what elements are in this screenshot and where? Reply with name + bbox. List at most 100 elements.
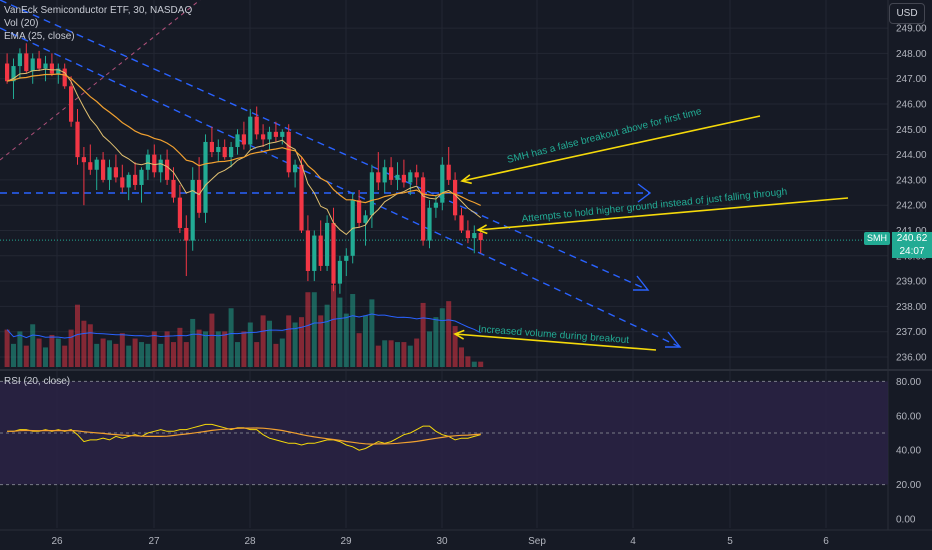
volume-bar bbox=[369, 299, 375, 367]
volume-bar bbox=[94, 343, 100, 367]
volume-bar bbox=[81, 320, 87, 367]
candle-body bbox=[401, 174, 406, 183]
volume-bar bbox=[363, 315, 368, 367]
candle-body bbox=[152, 154, 157, 173]
volume-bar bbox=[158, 343, 164, 367]
candle-body bbox=[421, 177, 426, 241]
candle-body bbox=[440, 164, 445, 203]
volume-bar bbox=[228, 308, 234, 367]
candle-body bbox=[472, 233, 477, 239]
volume-bar bbox=[113, 343, 119, 367]
candle-body bbox=[165, 159, 170, 180]
indicator-layer bbox=[6, 68, 482, 451]
ema-legend: EMA (25, close) bbox=[4, 31, 75, 42]
candle-body bbox=[357, 200, 362, 223]
rsi-axis-label: 80.00 bbox=[896, 377, 921, 388]
volume-bar bbox=[420, 302, 426, 367]
price-axis-label: 239.00 bbox=[896, 277, 927, 288]
candle-body bbox=[177, 197, 182, 228]
candle-body bbox=[75, 121, 80, 158]
volume-bar bbox=[119, 333, 125, 367]
volume-bar bbox=[324, 304, 330, 367]
candle-body bbox=[465, 230, 470, 239]
symbol-title: VanEck Semiconductor ETF, 30, NASDAQ bbox=[4, 5, 193, 16]
candle-body bbox=[267, 131, 272, 140]
volume-bar bbox=[414, 338, 420, 367]
volume-bar bbox=[433, 317, 439, 367]
candle-body bbox=[49, 63, 54, 74]
candle-body bbox=[216, 147, 221, 153]
rsi-axis-label: 20.00 bbox=[896, 480, 921, 491]
rsi-legend: RSI (20, close) bbox=[4, 376, 71, 387]
volume-bar bbox=[241, 331, 247, 367]
candle-body bbox=[5, 63, 10, 82]
volume-bar bbox=[235, 342, 240, 367]
candle-body bbox=[389, 167, 394, 180]
volume-bar bbox=[222, 331, 228, 367]
volume-bar bbox=[196, 329, 202, 367]
volume-bar bbox=[23, 345, 29, 367]
ema-line bbox=[6, 73, 481, 206]
candle-body bbox=[305, 230, 310, 271]
volume-bar bbox=[446, 301, 452, 367]
volume-bar bbox=[260, 315, 266, 367]
volume-bar bbox=[215, 331, 221, 367]
candle-body bbox=[293, 164, 298, 173]
candle-body bbox=[414, 172, 419, 178]
candle-body bbox=[126, 174, 131, 188]
candle-body bbox=[171, 179, 176, 198]
volume-bar bbox=[311, 292, 317, 367]
annotation-layer: SMH has a false breakout above for first… bbox=[453, 106, 849, 351]
currency-button[interactable]: USD bbox=[889, 3, 925, 24]
candle-body bbox=[363, 215, 368, 223]
volume-bar bbox=[49, 334, 55, 367]
candle-body bbox=[11, 66, 16, 82]
volume-bar bbox=[465, 356, 471, 367]
annotation-text: Attempts to hold higher ground instead o… bbox=[521, 187, 788, 225]
volume-bar bbox=[452, 326, 458, 367]
annotation-text: SMH has a false breakout above for first… bbox=[506, 106, 703, 166]
price-axis-label: 248.00 bbox=[896, 49, 927, 60]
trendline-arrowhead bbox=[637, 183, 652, 203]
price-axis-label: 237.00 bbox=[896, 327, 927, 338]
candle-body bbox=[120, 177, 125, 188]
volume-bar bbox=[11, 343, 16, 367]
annotation-arrow bbox=[477, 197, 849, 231]
candle-body bbox=[145, 154, 150, 170]
rsi-ma-line bbox=[7, 427, 481, 445]
candle-body bbox=[43, 63, 48, 69]
axis-layer: 236.00237.00238.00239.00240.00241.00242.… bbox=[51, 24, 927, 547]
volume-bar bbox=[126, 345, 132, 367]
volume-bar bbox=[375, 345, 381, 367]
chart-legend: VanEck Semiconductor ETF, 30, NASDAQ Vol… bbox=[4, 4, 192, 43]
time-axis-label: 5 bbox=[727, 536, 733, 547]
volume-bar bbox=[318, 315, 324, 367]
volume-bar bbox=[439, 308, 445, 367]
volume-bar bbox=[139, 342, 144, 367]
volume-bar bbox=[337, 297, 343, 367]
price-axis-label: 242.00 bbox=[896, 201, 927, 212]
candle-body bbox=[241, 134, 246, 145]
trendline-layer bbox=[0, 0, 888, 348]
price-axis-label: 249.00 bbox=[896, 24, 927, 35]
volume-bar bbox=[343, 313, 349, 367]
time-axis-label: 27 bbox=[148, 536, 160, 547]
candle-body bbox=[229, 147, 234, 158]
candle-body bbox=[107, 167, 112, 180]
volume-layer bbox=[4, 285, 484, 367]
annotation-arrow bbox=[454, 333, 657, 351]
last-price-value: 240.62 bbox=[896, 233, 928, 244]
candle-body bbox=[37, 58, 42, 69]
candle-body bbox=[344, 255, 349, 261]
annotation-arrow bbox=[461, 115, 761, 182]
candle-body bbox=[286, 131, 291, 173]
volume-bar bbox=[395, 342, 400, 367]
volume-bar bbox=[177, 327, 183, 367]
candle-body bbox=[209, 141, 214, 153]
trendline-arrowhead bbox=[633, 275, 650, 291]
volume-bar bbox=[286, 315, 292, 367]
volume-bar bbox=[75, 304, 80, 367]
time-axis-label: Sep bbox=[528, 536, 546, 547]
volume-bar bbox=[254, 342, 260, 367]
